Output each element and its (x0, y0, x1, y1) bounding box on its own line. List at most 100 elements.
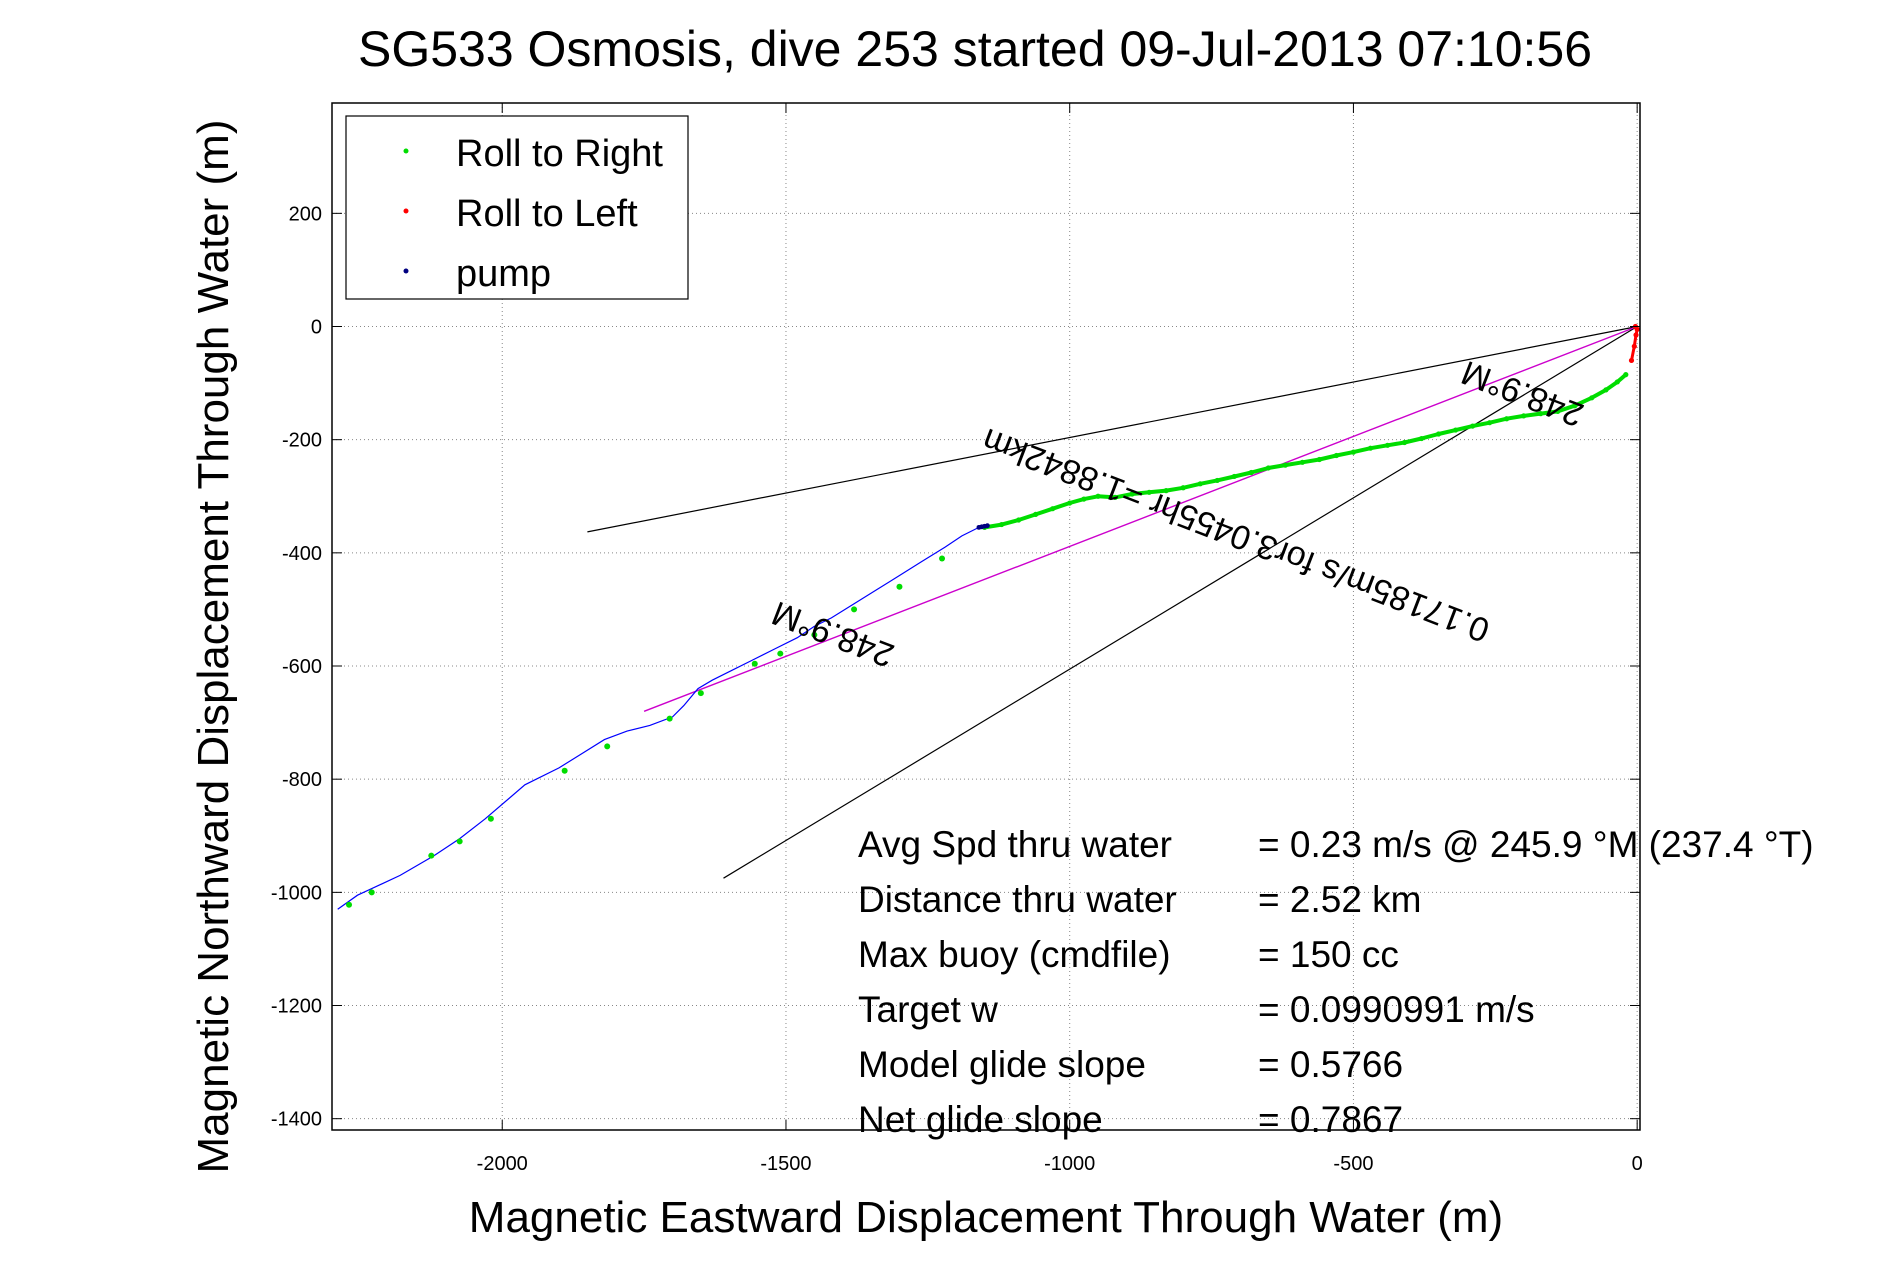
roll-right-point (1299, 459, 1305, 465)
axis-ticks: -2000 -1500 -1000 -500 0 200 0 -200 -400 -600 -800… (271, 103, 1643, 1175)
heading-cone-line (587, 325, 1638, 533)
x-tick-label: -1500 (760, 1153, 811, 1175)
roll-right-marker (604, 743, 611, 750)
roll-right-marker (777, 650, 784, 657)
roll-right-marker (896, 583, 903, 590)
legend: Roll to Right Roll to Left pump (345, 115, 689, 300)
roll-right-point (1487, 420, 1493, 426)
roll-right-point (1180, 485, 1186, 491)
stat-value: = 0.5766 (1258, 1044, 1403, 1085)
stat-label: Distance thru water (858, 879, 1177, 920)
roll-right-marker (456, 838, 463, 845)
legend-label: Roll to Right (456, 133, 663, 175)
roll-right-marker (751, 660, 758, 667)
roll-right-point (1146, 489, 1152, 495)
stat-label: Max buoy (cmdfile) (858, 934, 1171, 975)
y-axis-title: Magnetic Northward Displacement Through … (189, 120, 238, 1174)
x-axis-title: Magnetic Eastward Displacement Through W… (469, 1193, 1503, 1242)
roll-right-point (1401, 439, 1408, 446)
stat-label: Target w (858, 989, 998, 1030)
legend-label: Roll to Left (456, 193, 638, 235)
roll-right-point (1572, 403, 1578, 409)
roll-right-point (1367, 445, 1374, 451)
dive-stats: Avg Spd thru water = 0.23 m/s @ 245.9 °M … (858, 824, 1814, 1140)
roll-right-point (1623, 372, 1629, 378)
roll-right-marker (811, 631, 818, 638)
y-tick-label: 0 (311, 317, 322, 339)
roll-right-point (1350, 449, 1357, 455)
plot-frame (331, 102, 1641, 1131)
roll-right-point (999, 521, 1005, 528)
roll-right-point (1504, 416, 1510, 422)
y-tick-label: -800 (282, 769, 322, 791)
roll-right-marker (428, 852, 435, 859)
roll-right-marker (939, 555, 946, 562)
roll-left-point (1633, 332, 1639, 338)
roll-right-point (1016, 517, 1022, 523)
roll-right-point (1316, 456, 1322, 463)
roll-right-point (1050, 506, 1056, 512)
roll-right-marker (666, 715, 673, 722)
course-line (643, 325, 1638, 712)
roll-right-point (1614, 379, 1620, 385)
roll-left-point (1631, 343, 1637, 349)
roll-right-point (1282, 462, 1288, 468)
course-label: 248.9°M (767, 593, 899, 674)
y-tick-label: 200 (289, 203, 322, 225)
x-tick-label: -1000 (1044, 1153, 1095, 1175)
course-label: 0.17185m/s for3.0455hr =1.8842km (977, 420, 1494, 649)
y-tick-label: -1000 (271, 882, 322, 904)
x-tick-label: -500 (1333, 1153, 1373, 1175)
y-tick-label: -400 (282, 543, 322, 565)
legend-box (345, 115, 689, 300)
roll-right-point (1163, 488, 1169, 494)
stat-label: Avg Spd thru water (858, 824, 1172, 865)
stat-value: = 0.0990991 m/s (1258, 989, 1535, 1030)
stat-label: Model glide slope (858, 1044, 1146, 1085)
y-tick-label: -1200 (271, 996, 322, 1018)
heading-cone-line (723, 325, 1638, 879)
stat-value: = 150 cc (1258, 934, 1399, 975)
roll-right-point (1435, 431, 1442, 437)
roll-right-point (1067, 500, 1073, 506)
roll-right-point (1033, 511, 1039, 517)
roll-right-point (1333, 452, 1340, 459)
chart-title: SG533 Osmosis, dive 253 started 09-Jul-2… (358, 21, 1592, 77)
roll-right-point (1555, 408, 1561, 414)
roll-right-point (1538, 411, 1544, 417)
roll-right-point (1112, 494, 1118, 500)
roll-right-point (1469, 423, 1476, 429)
roll-right-point (1603, 387, 1609, 393)
roll-right-point (1384, 442, 1391, 448)
course-label: 248.9°M (1456, 353, 1588, 434)
roll-right-marker (851, 606, 858, 613)
y-tick-label: -1400 (271, 1109, 322, 1131)
pump-point (985, 523, 990, 529)
roll-right-marker (697, 690, 704, 697)
plot-data (337, 323, 1640, 910)
roll-right-point (1521, 413, 1527, 419)
y-tick-label: -200 (282, 430, 322, 452)
roll-right-point (1197, 481, 1203, 487)
legend-label: pump (456, 253, 551, 295)
roll-right-point (1129, 491, 1135, 497)
x-tick-label: 0 (1632, 1153, 1643, 1175)
roll-right-point (1248, 469, 1254, 476)
roll-right-marker (346, 901, 353, 908)
roll-right-marker (368, 889, 375, 896)
stat-value: = 0.7867 (1258, 1099, 1403, 1140)
roll-right-point (1095, 493, 1101, 499)
legend-marker (403, 208, 409, 214)
roll-right-point (1418, 435, 1425, 442)
roll-right-point (1265, 465, 1271, 471)
roll-left-point (1628, 357, 1635, 364)
y-tick-label: -600 (282, 656, 322, 678)
roll-right-point (1214, 477, 1220, 484)
roll-right-marker (487, 815, 494, 822)
roll-right-point (1081, 496, 1087, 502)
stat-value: = 2.52 km (1258, 879, 1422, 920)
stat-label: Net glide slope (858, 1099, 1103, 1140)
stat-value: = 0.23 m/s @ 245.9 °M (237.4 °T) (1258, 824, 1814, 865)
